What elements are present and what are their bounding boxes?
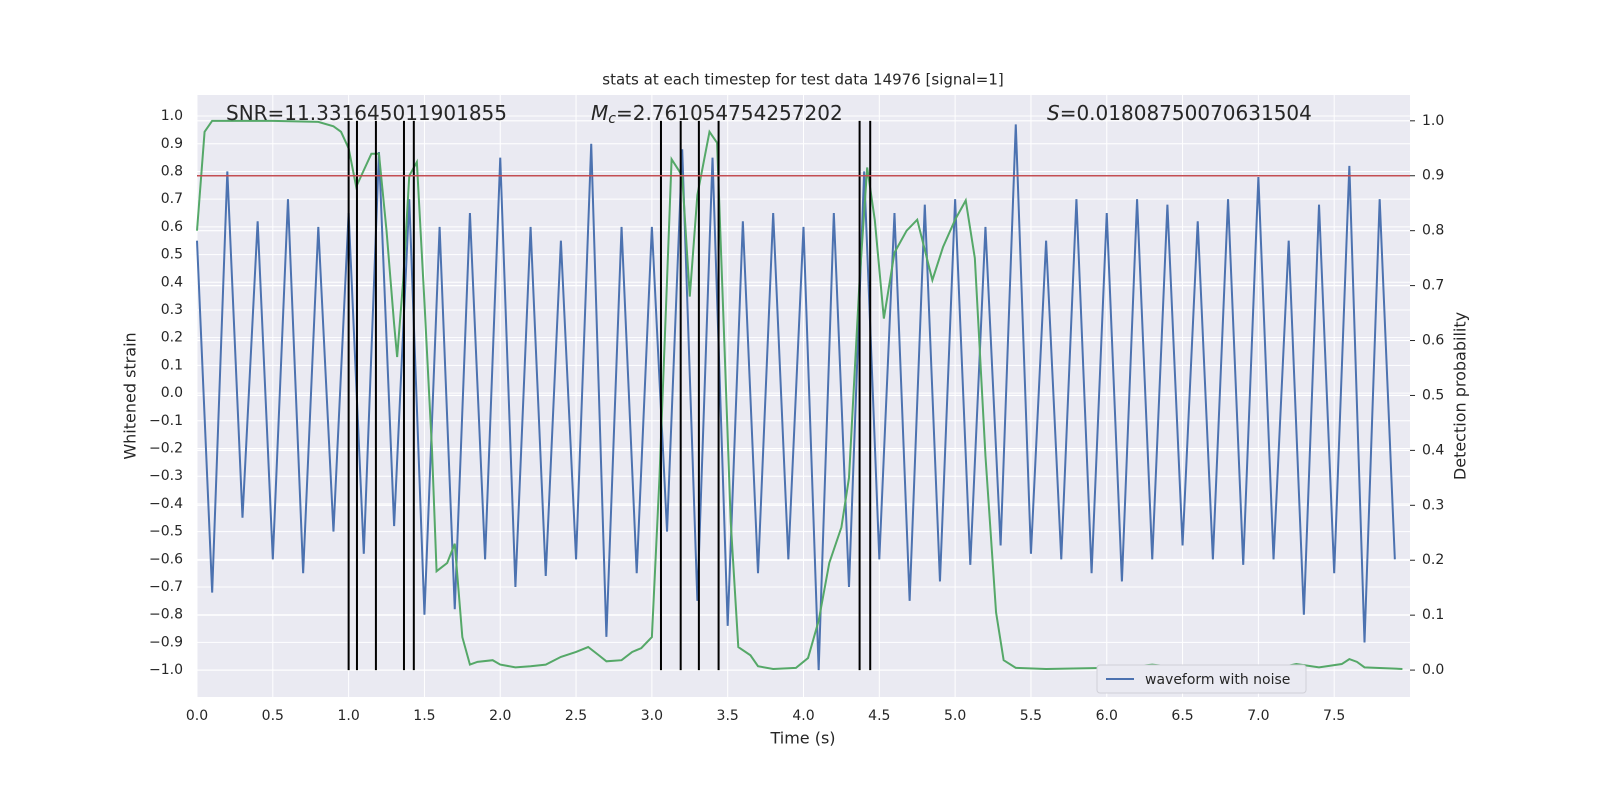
- y-tick-label: 0.2: [161, 330, 183, 346]
- annotation-symbol: M: [591, 101, 608, 125]
- y2-tick-label: 0.8: [1422, 223, 1444, 239]
- annotation: Mc=2.761054754257202: [591, 101, 843, 128]
- chart-title: stats at each timestep for test data 149…: [602, 71, 1003, 89]
- y2-tick-label: 0.3: [1422, 497, 1444, 513]
- waveform-line: [196, 124, 1396, 671]
- x-tick-label: 6.0: [1096, 708, 1118, 724]
- y-tick-label: −1.0: [149, 662, 183, 678]
- y2-tick-label: 0.4: [1422, 442, 1444, 458]
- x-tick-label: 4.5: [868, 708, 890, 724]
- x-tick-label: 0.0: [186, 708, 208, 724]
- y-tick-label: 0.0: [161, 385, 183, 401]
- x-tick-label: 3.5: [717, 708, 739, 724]
- x-tick-label: 3.0: [641, 708, 663, 724]
- x-tick-label: 5.0: [944, 708, 966, 724]
- y2-tick-label: 0.0: [1422, 662, 1444, 678]
- probability-line: [196, 119, 1403, 670]
- y-tick-label: 0.4: [161, 274, 183, 290]
- y2-tick-label: 0.7: [1422, 278, 1444, 294]
- y-tick-label: 0.1: [161, 357, 183, 373]
- y-tick-label: 0.7: [161, 191, 183, 207]
- legend-box: [1096, 664, 1307, 694]
- annotation-text: =0.01808750070631504: [1060, 101, 1312, 125]
- annotation-subscript: c: [608, 111, 616, 127]
- y-axis-label: Whitened strain: [121, 332, 140, 459]
- y-tick-label: 0.9: [161, 136, 183, 152]
- annotation: S=0.01808750070631504: [1047, 101, 1312, 125]
- y-tick-label: −0.2: [149, 440, 183, 456]
- y2-axis-label: Detection probability: [1451, 312, 1470, 480]
- y-tick-label: −0.9: [149, 634, 183, 650]
- x-tick-label: 2.5: [565, 708, 587, 724]
- labels: 0.0 0.5 1.0 1.5 2.0 2.5 3.0 3.5 4.0 4.5 5.0 5.5 6.0 6…: [149, 101, 1444, 725]
- y-tick-label: 0.5: [161, 247, 183, 263]
- x-tick-label: 1.5: [413, 708, 435, 724]
- annotation: SNR=11.331645011901855: [226, 101, 507, 125]
- x-tick-label: 0.5: [262, 708, 284, 724]
- x-tick-label: 6.5: [1171, 708, 1193, 724]
- y2-tick-label: 0.6: [1422, 333, 1444, 349]
- x-tick-label: 1.0: [337, 708, 359, 724]
- x-tick-label: 5.5: [1020, 708, 1042, 724]
- x-tick-label: 7.0: [1247, 708, 1269, 724]
- y2-tick-label: 0.2: [1422, 552, 1444, 568]
- y-tick-label: −0.8: [149, 607, 183, 623]
- y-tick-label: 1.0: [161, 108, 183, 124]
- annotation-symbol: S: [1047, 101, 1060, 125]
- y-tick-label: −0.5: [149, 524, 183, 540]
- x-tick-label: 4.0: [792, 708, 814, 724]
- legend-label: waveform with noise: [1145, 672, 1290, 688]
- marks: [196, 119, 1410, 671]
- y-tick-label: −0.7: [149, 579, 183, 595]
- y-tick-label: 0.6: [161, 219, 183, 235]
- y-tick-label: 0.8: [161, 163, 183, 179]
- y-tick-label: −0.1: [149, 413, 183, 429]
- y-tick-label: −0.3: [149, 468, 183, 484]
- x-axis-label: Time (s): [769, 729, 835, 748]
- y-tick-label: −0.6: [149, 551, 183, 567]
- annotation-text: =2.761054754257202: [616, 101, 843, 125]
- annotation-text: SNR=11.331645011901855: [226, 101, 507, 125]
- y2-tick-label: 0.9: [1422, 168, 1444, 184]
- y2-tick-label: 1.0: [1422, 113, 1444, 129]
- y-tick-label: 0.3: [161, 302, 183, 318]
- x-tick-label: 2.0: [489, 708, 511, 724]
- x-tick-label: 7.5: [1323, 708, 1345, 724]
- y2-tick-label: 0.1: [1422, 607, 1444, 623]
- y-tick-label: −0.4: [149, 496, 183, 512]
- y2-tick-label: 0.5: [1422, 387, 1444, 403]
